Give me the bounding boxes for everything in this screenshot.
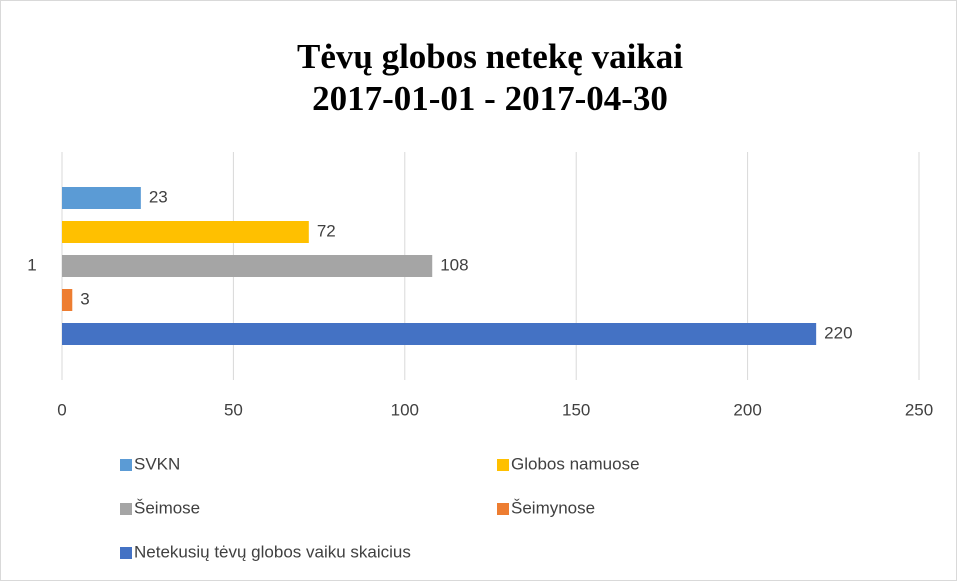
x-tick-label: 150 (562, 400, 590, 419)
x-tick-label: 250 (905, 400, 933, 419)
legend-swatch (497, 503, 509, 515)
bar (62, 221, 309, 243)
bar (62, 255, 433, 277)
x-tick-label: 50 (224, 400, 243, 419)
bar (62, 289, 73, 311)
legend-label: Šeimynose (511, 498, 595, 517)
y-tick-label: 1 (27, 255, 36, 274)
bar (62, 323, 817, 345)
chart-title: Tėvų globos netekę vaikai (297, 37, 683, 76)
data-label: 3 (80, 289, 89, 308)
x-tick-label: 100 (391, 400, 419, 419)
data-label: 108 (440, 255, 468, 274)
legend-label: SVKN (134, 454, 180, 473)
legend-label: Netekusių tėvų globos vaiku skaicius (134, 542, 411, 561)
chart-subtitle: 2017-01-01 - 2017-04-30 (312, 79, 668, 118)
x-tick-label: 200 (733, 400, 761, 419)
bar (62, 187, 141, 209)
x-tick-label: 0 (57, 400, 66, 419)
legend-swatch (120, 547, 132, 559)
legend-swatch (120, 503, 132, 515)
data-label: 72 (317, 221, 336, 240)
legend-label: Šeimose (134, 498, 200, 517)
data-label: 220 (824, 323, 852, 342)
legend-swatch (120, 459, 132, 471)
legend-label: Globos namuose (511, 454, 640, 473)
data-label: 23 (149, 187, 168, 206)
legend-swatch (497, 459, 509, 471)
